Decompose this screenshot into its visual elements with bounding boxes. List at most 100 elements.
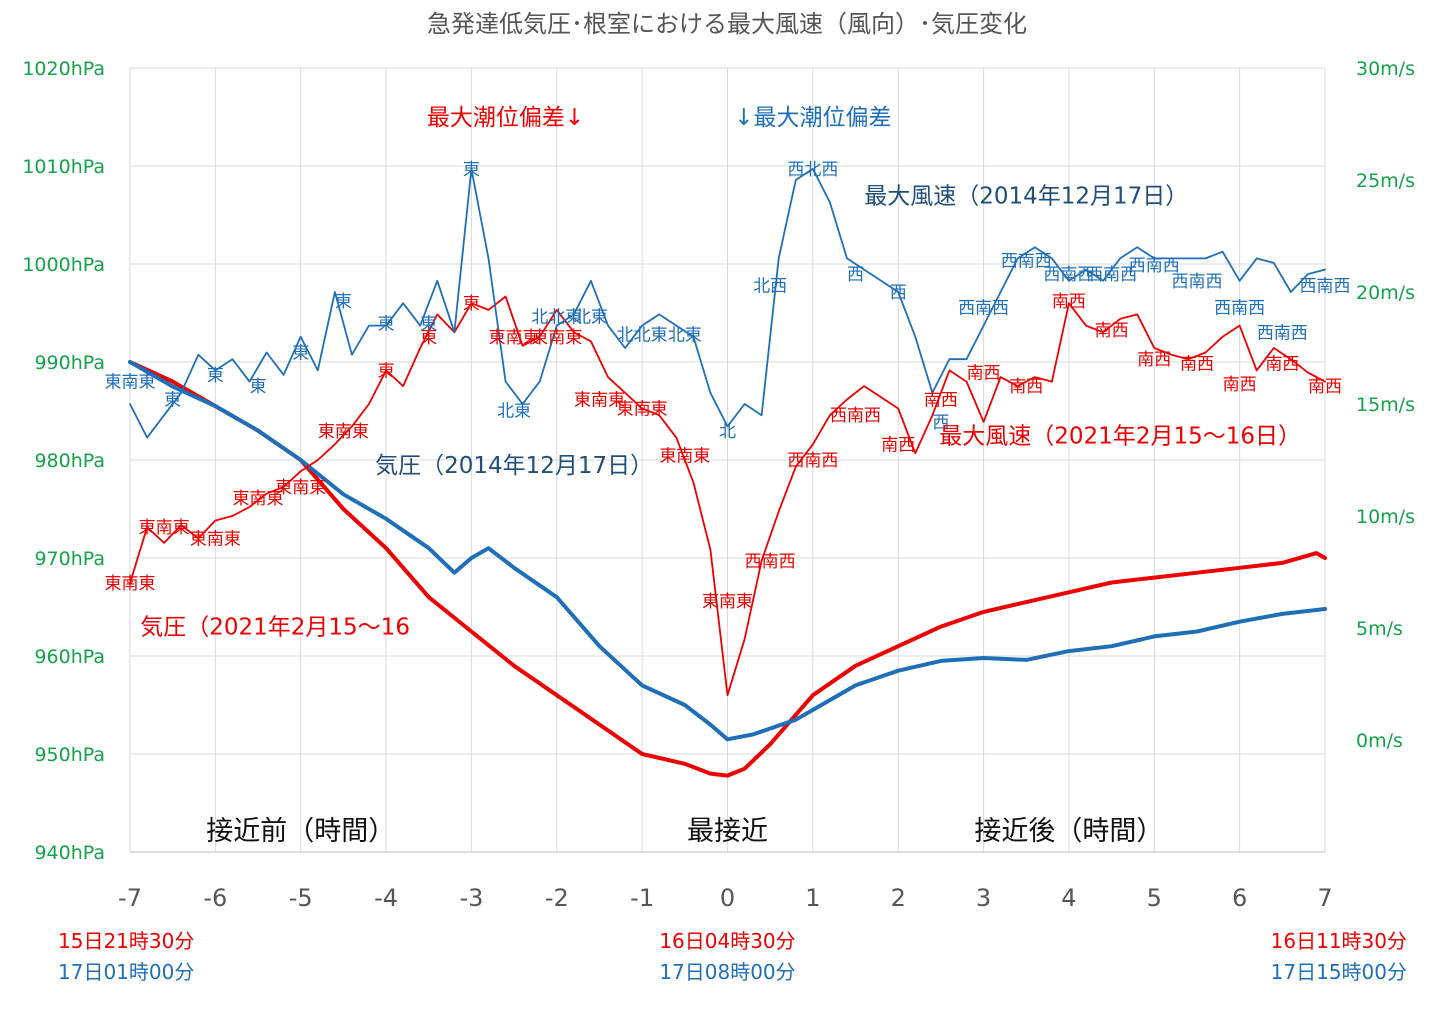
x-tick-label: -4 <box>374 884 398 912</box>
series-line-2 <box>129 295 1326 697</box>
wind-direction-label: 東南東 <box>139 518 190 538</box>
series-label: 気圧（2021年2月15～16 <box>140 615 410 641</box>
x-tick-label: 0 <box>720 884 735 912</box>
wind-direction-label: 東南東 <box>489 328 540 348</box>
wind-direction-label: 南西 <box>1308 377 1342 397</box>
wind-direction-label: 東 <box>164 391 181 411</box>
grid <box>129 67 1326 853</box>
time-label-red: 16日04時30分 <box>659 929 795 953</box>
y-left-tick-label: 980hPa <box>34 450 105 472</box>
wind-direction-label: 南西 <box>1265 355 1299 375</box>
y-right-tick-label: 0m/s <box>1356 730 1403 752</box>
wind-direction-label: 東 <box>207 366 224 386</box>
x-tick-label: 5 <box>1147 884 1162 912</box>
series-label: 最大風速（2014年12月17日） <box>864 183 1188 209</box>
wind-direction-label: 北東 <box>574 308 608 328</box>
wind-direction-label: 北東 <box>497 402 531 422</box>
wind-direction-label: 東南東 <box>190 529 241 549</box>
y-left-tick-label: 1000hPa <box>22 254 105 276</box>
wind-direction-label: 南西 <box>1009 377 1043 397</box>
wind-direction-label: 西南西 <box>787 451 838 471</box>
series-lines <box>128 167 1327 778</box>
x-tick-label: 1 <box>805 884 820 912</box>
wind-direction-label: 東南東 <box>531 328 582 348</box>
wind-direction-label: 東 <box>378 314 395 334</box>
x-tick-label: 6 <box>1232 884 1247 912</box>
x-tick-label: 3 <box>976 884 991 912</box>
y-right-tick-label: 25m/s <box>1356 170 1415 192</box>
wind-direction-label: 西南西 <box>1129 256 1180 276</box>
wind-direction-label: 南西 <box>1052 292 1086 312</box>
x-tick-label: 2 <box>891 884 906 912</box>
wind-direction-label: 西南西 <box>1214 299 1265 319</box>
x-tick-label: 7 <box>1317 884 1332 912</box>
y-left-tick-label: 960hPa <box>34 646 105 668</box>
wind-direction-label: 西南西 <box>1001 252 1052 272</box>
series-line-3 <box>129 167 1326 439</box>
wind-direction-label: 西南西 <box>1043 265 1094 285</box>
y-left-tick-label: 950hPa <box>34 744 105 766</box>
wind-direction-label: 西南西 <box>1300 276 1351 296</box>
wind-direction-label: 東 <box>463 160 480 180</box>
series-label: ↓最大潮位偏差 <box>734 105 891 131</box>
y-right-tick-label: 15m/s <box>1356 394 1415 416</box>
wind-direction-label: 北 <box>719 422 736 442</box>
wind-direction-label: 南西 <box>1223 375 1257 395</box>
y-right-tick-label: 30m/s <box>1356 58 1415 80</box>
wind-direction-label: 東南東 <box>105 373 156 393</box>
wind-direction-label: 西北西 <box>787 160 838 180</box>
wind-direction-label: 東 <box>292 343 309 363</box>
x-tick-label: -3 <box>459 884 483 912</box>
wind-direction-label: 東 <box>463 294 480 314</box>
wind-direction-label: 南西 <box>881 435 915 455</box>
series-label: 最大風速（2021年2月15～16日） <box>939 424 1301 450</box>
wind-direction-label: 西南西 <box>958 299 1009 319</box>
wind-direction-label: 南西 <box>1137 350 1171 370</box>
wind-direction-label: 西 <box>890 283 907 303</box>
x-tick-label: -6 <box>203 884 227 912</box>
time-label-blue: 17日15時00分 <box>1271 960 1407 984</box>
axes: 1020hPa 1010hPa 1000hPa 990hPa 980hPa 970hPa 9… <box>22 58 1415 912</box>
y-left-tick-label: 1010hPa <box>22 156 105 178</box>
x-tick-label: -2 <box>545 884 569 912</box>
wind-direction-label: 東 <box>335 292 352 312</box>
section-label: 接近後（時間） <box>974 816 1163 847</box>
section-label: 最接近 <box>687 816 768 847</box>
wind-direction-label: 東 <box>250 377 267 397</box>
wind-direction-label: 東 <box>378 361 395 381</box>
wind-direction-label: 北北東 <box>531 308 582 328</box>
y-left-tick-label: 970hPa <box>34 548 105 570</box>
wind-direction-label: 東 <box>420 314 437 334</box>
wind-direction-label: 東南東 <box>659 447 710 467</box>
y-right-tick-label: 20m/s <box>1356 282 1415 304</box>
wind-direction-label: 東南東 <box>617 399 668 419</box>
wind-direction-label: 西 <box>932 413 949 433</box>
series-label: 最大潮位偏差↓ <box>427 105 584 131</box>
x-tick-label: -7 <box>118 884 142 912</box>
wind-direction-label: 西南西 <box>1086 265 1137 285</box>
wind-direction-label: 南西 <box>1095 321 1129 341</box>
y-left-tick-label: 1020hPa <box>22 58 105 80</box>
y-right-tick-label: 5m/s <box>1356 618 1403 640</box>
annotations: 東南東東南東東南東東南東東南東東南東東東東東南東東南東東南東東南東東南東東南東西… <box>105 160 1351 612</box>
wind-direction-label: 東南東 <box>275 478 326 498</box>
x-tick-label: -5 <box>289 884 313 912</box>
y-left-tick-label: 990hPa <box>34 352 105 374</box>
wind-direction-label: 西南西 <box>745 552 796 572</box>
wind-direction-label: 東 <box>420 328 437 348</box>
wind-direction-label: 西南西 <box>830 406 881 426</box>
wind-direction-label: 北北東 <box>617 326 668 346</box>
x-tick-label: 4 <box>1061 884 1076 912</box>
wind-direction-label: 東南東 <box>233 489 284 509</box>
wind-direction-label: 東南東 <box>702 592 753 612</box>
wind-direction-label: 南西 <box>1180 355 1214 375</box>
time-label-red: 15日21時30分 <box>58 929 194 953</box>
x-tick-label: -1 <box>630 884 654 912</box>
series-line-0 <box>128 360 1327 778</box>
wind-direction-label: 北東 <box>668 326 702 346</box>
y-left-tick-label: 940hPa <box>34 842 105 864</box>
series-label: 気圧（2014年12月17日） <box>375 453 653 479</box>
wind-direction-label: 西南西 <box>1257 323 1308 343</box>
wind-direction-label: 東南東 <box>574 391 625 411</box>
